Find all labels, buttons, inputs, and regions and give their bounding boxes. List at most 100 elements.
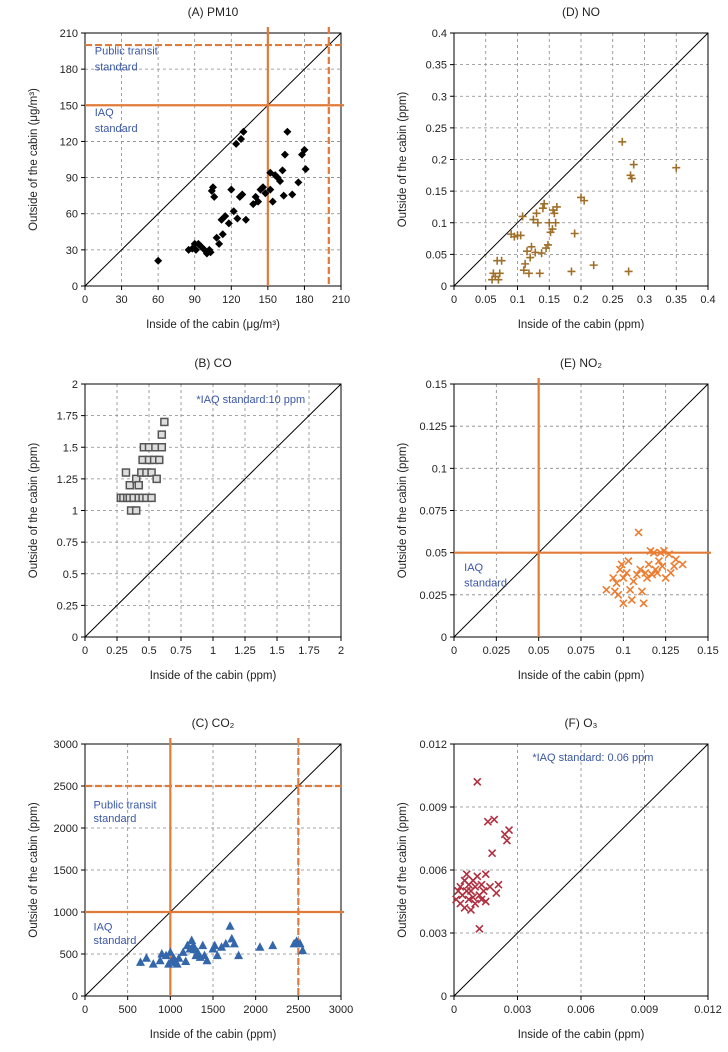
- data-point: [618, 137, 627, 146]
- data-point: [462, 870, 471, 879]
- tick-label-x: 0.009: [631, 1004, 659, 1016]
- data-point: [215, 239, 224, 248]
- tick-label-y: 0.075: [419, 506, 447, 518]
- tick-label-y: 1000: [54, 907, 78, 919]
- data-point: [268, 197, 277, 206]
- data-point: [521, 259, 530, 268]
- data-point: [494, 275, 503, 284]
- y-axis-label: Outside of the cabin (ppm): [397, 802, 409, 938]
- tick-label-y: 0.05: [426, 249, 447, 261]
- data-point: [612, 578, 621, 588]
- data-point: [519, 266, 528, 275]
- data-point: [552, 202, 561, 211]
- data-point: [237, 135, 246, 144]
- data-point: [221, 212, 230, 221]
- data-point: [239, 127, 248, 136]
- chart-title: (E) NO₂: [560, 356, 602, 370]
- data-point: [466, 905, 475, 914]
- tick-label-y: 0.025: [419, 590, 447, 602]
- data-point: [255, 942, 265, 951]
- tick-label-y: 30: [66, 245, 78, 257]
- tick-label-x: 2: [338, 645, 344, 657]
- tick-label-y: 0.25: [426, 123, 447, 135]
- tick-label-y: 0.35: [426, 60, 447, 72]
- tick-label-y: 0.15: [426, 379, 447, 391]
- data-point: [174, 953, 184, 962]
- data-point: [209, 183, 217, 192]
- data-point: [475, 924, 484, 933]
- data-point: [121, 468, 131, 477]
- data-point: [295, 938, 305, 948]
- y-axis-label: Outside of the cabin (ppm): [397, 443, 409, 579]
- tick-label-x: 150: [259, 294, 277, 306]
- data-point: [523, 247, 532, 256]
- tick-label-y: 1.5: [63, 442, 78, 454]
- data-point: [266, 185, 275, 194]
- data-point: [233, 214, 242, 223]
- data-point: [570, 229, 579, 238]
- tick-label-x: 0: [82, 1004, 88, 1016]
- tick-label-x: 1.75: [298, 645, 319, 657]
- data-point: [617, 560, 626, 569]
- tick-label-y: 0.4: [432, 28, 447, 40]
- data-point: [283, 127, 292, 136]
- data-point: [276, 177, 285, 186]
- tick-label-x: 0.003: [504, 1004, 532, 1016]
- data-point: [227, 185, 236, 194]
- data-point: [298, 945, 308, 955]
- tick-label-x: 1.5: [269, 645, 284, 657]
- data-point: [148, 959, 158, 968]
- data-point: [221, 938, 231, 948]
- tick-label-x: 2000: [243, 1004, 267, 1016]
- data-point: [540, 199, 549, 208]
- chart-title: (B) CO: [194, 356, 231, 370]
- tick-label-y: 0.5: [63, 569, 78, 581]
- data-point: [533, 218, 542, 227]
- data-point: [217, 942, 227, 951]
- tick-label-x: 0: [451, 645, 457, 657]
- data-point: [288, 190, 297, 199]
- data-point: [198, 940, 208, 950]
- tick-label-y: 0.2: [432, 155, 447, 167]
- tick-label-y: 0.75: [57, 537, 78, 549]
- data-point: [456, 882, 465, 891]
- data-point: [626, 585, 635, 594]
- data-point: [637, 587, 647, 596]
- annotation-text: *IAQ standard:10 ppm: [196, 394, 305, 406]
- data-point: [649, 548, 658, 557]
- tick-label-x: 0: [451, 294, 457, 306]
- tick-label-y: 0.05: [426, 548, 447, 560]
- data-point: [609, 573, 618, 583]
- tick-label-x: 0.1: [616, 645, 631, 657]
- data-point: [666, 568, 675, 577]
- tick-label-x: 500: [118, 1004, 136, 1016]
- data-point: [154, 256, 163, 265]
- data-point: [543, 240, 552, 249]
- data-point: [468, 893, 478, 902]
- tick-label-y: 1.75: [57, 411, 78, 423]
- annotation-text: IAQ: [94, 921, 113, 933]
- tick-label-y: 0: [72, 991, 78, 1003]
- tick-label-y: 0: [72, 281, 78, 293]
- annotation-text: Public transit: [94, 800, 157, 812]
- data-point: [504, 826, 514, 835]
- data-point: [479, 886, 488, 896]
- data-point: [477, 880, 486, 889]
- tick-label-x: 0.05: [528, 645, 549, 657]
- data-point: [258, 183, 267, 192]
- tick-label-x: 120: [222, 294, 240, 306]
- y-axis-label: Outside of the cabin (ppm): [28, 802, 40, 938]
- chart-title: (A) PM10: [188, 5, 239, 19]
- data-point: [589, 261, 598, 270]
- data-point: [615, 565, 625, 574]
- annotation-text: standard: [464, 577, 507, 589]
- data-point: [154, 455, 164, 465]
- data-point: [218, 230, 227, 239]
- chart-title: (D) NO: [562, 5, 600, 19]
- data-point: [225, 921, 235, 930]
- data-point: [212, 950, 222, 960]
- diagonal-line: [453, 743, 709, 997]
- data-point: [567, 267, 576, 276]
- annotation-text: standard: [94, 813, 137, 825]
